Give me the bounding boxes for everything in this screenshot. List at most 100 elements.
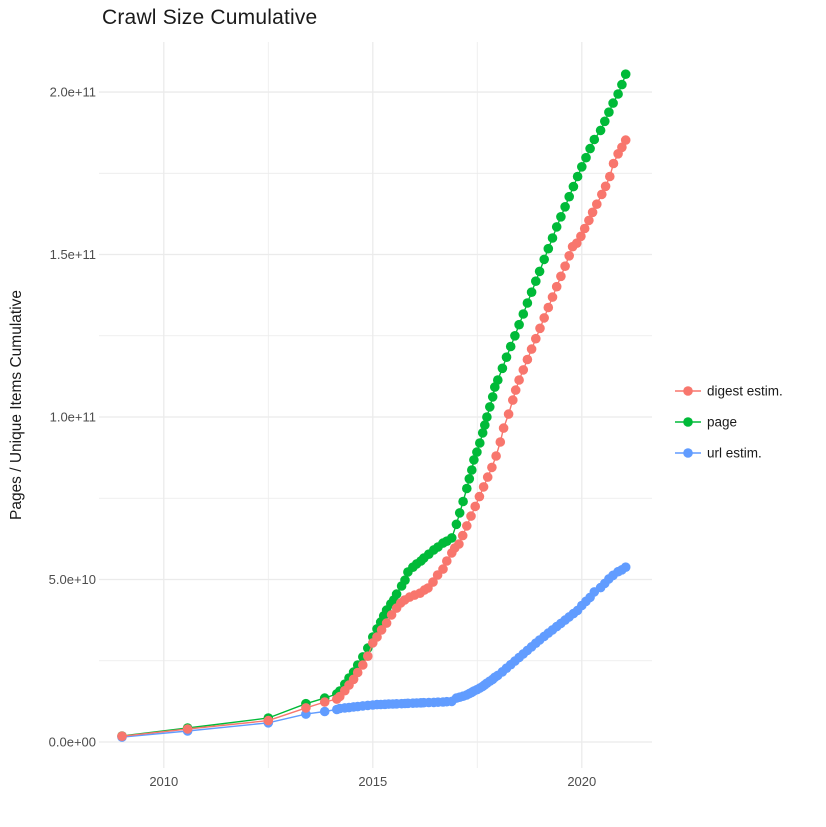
legend-key-dot <box>683 448 693 458</box>
data-point <box>301 703 311 713</box>
data-point <box>560 202 570 212</box>
data-point <box>617 79 627 90</box>
data-point <box>556 212 566 222</box>
series-url-estim- <box>117 562 631 742</box>
y-tick-label: 5.0e+10 <box>49 572 96 587</box>
data-point <box>514 375 524 385</box>
data-point <box>386 610 397 620</box>
data-point <box>442 556 452 566</box>
data-point <box>560 261 570 272</box>
data-point <box>547 292 558 302</box>
data-point <box>522 354 533 365</box>
data-point <box>498 423 509 433</box>
data-point <box>510 331 520 341</box>
data-point <box>597 189 607 200</box>
data-point <box>579 223 590 234</box>
data-point <box>391 589 402 599</box>
data-point <box>617 142 627 153</box>
data-point <box>182 724 193 734</box>
data-point <box>605 171 615 182</box>
data-point <box>493 375 503 385</box>
data-point <box>587 207 598 218</box>
data-point <box>358 660 368 670</box>
data-point <box>487 392 498 402</box>
data-point <box>531 333 541 344</box>
data-point <box>472 447 482 457</box>
data-point <box>470 501 481 512</box>
gridlines <box>99 42 652 768</box>
data-point <box>620 562 631 572</box>
data-point <box>577 162 587 172</box>
y-tick-label: 1.5e+11 <box>50 247 96 262</box>
data-point <box>514 319 524 330</box>
data-point <box>595 125 606 136</box>
data-point <box>510 385 521 395</box>
data-point <box>531 276 541 287</box>
data-point <box>478 482 489 492</box>
data-point <box>547 233 558 243</box>
legend-label: url estim. <box>707 446 762 461</box>
data-point <box>503 409 514 419</box>
data-point <box>551 281 562 292</box>
data-point <box>482 412 492 422</box>
legend-item-url-estim-: url estim. <box>675 446 762 461</box>
data-point <box>447 533 457 543</box>
data-point <box>534 266 545 277</box>
data-point <box>522 298 533 308</box>
data-point <box>482 472 493 482</box>
axis-tick-labels: 0.0e+00 5.0e+10 1.0e+11 1.5e+11 2.0e+11 2010 2… <box>49 85 597 789</box>
data-point <box>462 483 472 494</box>
data-point <box>572 171 583 182</box>
data-point <box>539 254 549 265</box>
data-point <box>372 632 382 642</box>
data-point <box>584 215 594 226</box>
legend: digest estim. page url estim. <box>675 384 783 461</box>
legend-label: digest estim. <box>707 384 783 399</box>
data-point <box>526 344 537 354</box>
data-point <box>454 539 464 549</box>
data-point <box>620 69 631 79</box>
data-point <box>518 309 529 319</box>
data-point <box>480 420 490 430</box>
data-point <box>608 98 618 108</box>
data-point <box>556 271 566 282</box>
data-point <box>568 181 579 192</box>
y-tick-label: 1.0e+11 <box>50 410 96 425</box>
data-point <box>613 89 623 99</box>
x-tick-label: 2020 <box>567 774 596 789</box>
data-point <box>352 667 363 678</box>
plot-panel <box>99 42 652 768</box>
data-point <box>589 134 600 145</box>
y-tick-label: 0.0e+00 <box>49 735 96 750</box>
data-point <box>585 143 595 154</box>
legend-key-dot <box>683 386 693 396</box>
data-point <box>572 238 582 248</box>
data-point <box>495 437 506 447</box>
data-point <box>518 365 529 375</box>
data-point <box>543 302 554 313</box>
data-point <box>508 395 518 405</box>
data-point <box>475 438 485 448</box>
data-point <box>400 575 410 585</box>
data-point <box>454 508 465 518</box>
legend-key-dot <box>683 417 693 427</box>
data-point <box>497 363 508 374</box>
data-point <box>462 521 472 531</box>
data-point <box>543 243 554 254</box>
data-point <box>381 618 392 628</box>
data-point <box>526 287 537 298</box>
data-point <box>535 323 545 334</box>
data-point <box>564 191 574 202</box>
data-point <box>376 625 387 635</box>
data-point <box>363 651 373 661</box>
data-point <box>438 564 448 574</box>
data-point <box>539 313 549 323</box>
data-point <box>464 474 475 484</box>
series-digest-estim- <box>117 135 631 741</box>
data-point <box>576 231 586 242</box>
chart-title: Crawl Size Cumulative <box>102 6 318 29</box>
data-point <box>467 465 477 475</box>
legend-item-digest-estim-: digest estim. <box>675 384 783 399</box>
legend-label: page <box>707 415 737 430</box>
